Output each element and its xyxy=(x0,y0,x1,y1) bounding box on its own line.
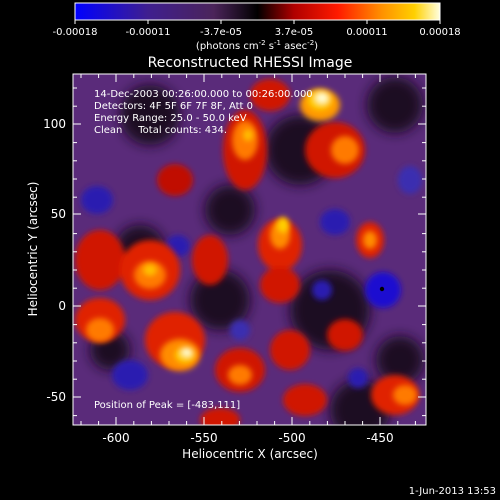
y-axis-title: Heliocentric Y (arcsec) xyxy=(26,182,40,317)
timestamp: 1-Jun-2013 13:53 xyxy=(409,486,496,497)
y-tick-label: 50 xyxy=(51,207,66,221)
colorbar-tick-label: -0.00018 xyxy=(53,27,98,38)
colorbar: -0.00018 -0.00011 -3.7e-05 3.7e-05 0.00011 0.… xyxy=(53,2,461,52)
overlay-peak-position: Position of Peak = [-483,111] xyxy=(94,400,240,411)
overlay-time-range: 14-Dec-2003 00:26:00.000 to 00:26:00.000 xyxy=(94,89,313,100)
image-local-minimum-dot xyxy=(379,286,385,292)
image-peak-regions xyxy=(143,90,332,363)
y-tick-label: -50 xyxy=(46,390,66,404)
colorbar-tick-label: -3.7e-05 xyxy=(200,27,242,38)
image-panel xyxy=(73,74,426,425)
overlay-clean-counts: Clean Total counts: 434. xyxy=(94,125,227,136)
x-axis-title: Heliocentric X (arcsec) xyxy=(182,447,318,461)
image-negative-regions xyxy=(81,166,422,390)
image-strong-regions xyxy=(86,89,417,405)
colorbar-gradient xyxy=(74,2,441,21)
colorbar-tick-label: -0.00011 xyxy=(126,27,171,38)
colorbar-tick-label: 3.7e-05 xyxy=(275,27,313,38)
y-axis: 100 50 0 -50 xyxy=(43,87,426,417)
y-tick-label: 0 xyxy=(58,299,66,313)
x-tick-label: -450 xyxy=(366,431,393,445)
image-title: Reconstructed RHESSI Image xyxy=(148,55,353,71)
x-tick-label: -500 xyxy=(278,431,305,445)
colorbar-tick-label: 0.00011 xyxy=(346,27,387,38)
image-info-overlay: 14-Dec-2003 00:26:00.000 to 00:26:00.000… xyxy=(94,89,313,411)
x-tick-label: -600 xyxy=(102,431,129,445)
colorbar-tick-marks xyxy=(74,20,441,24)
plot-frame xyxy=(72,73,427,426)
colorbar-tick-labels: -0.00018 -0.00011 -3.7e-05 3.7e-05 0.00011 0.… xyxy=(53,27,461,38)
overlay-energy-range: Energy Range: 25.0 - 50.0 keV xyxy=(94,113,247,124)
colorbar-tick-label: 0.00018 xyxy=(419,27,460,38)
y-tick-label: 100 xyxy=(43,117,66,131)
x-axis: -600 -550 -500 -450 xyxy=(80,74,416,445)
colorbar-unit-label: (photons cm-2 s-1 asec-2) xyxy=(196,39,318,52)
overlay-detectors: Detectors: 4F 5F 6F 7F 8F, Att 0 xyxy=(94,101,253,112)
x-tick-label: -550 xyxy=(190,431,217,445)
